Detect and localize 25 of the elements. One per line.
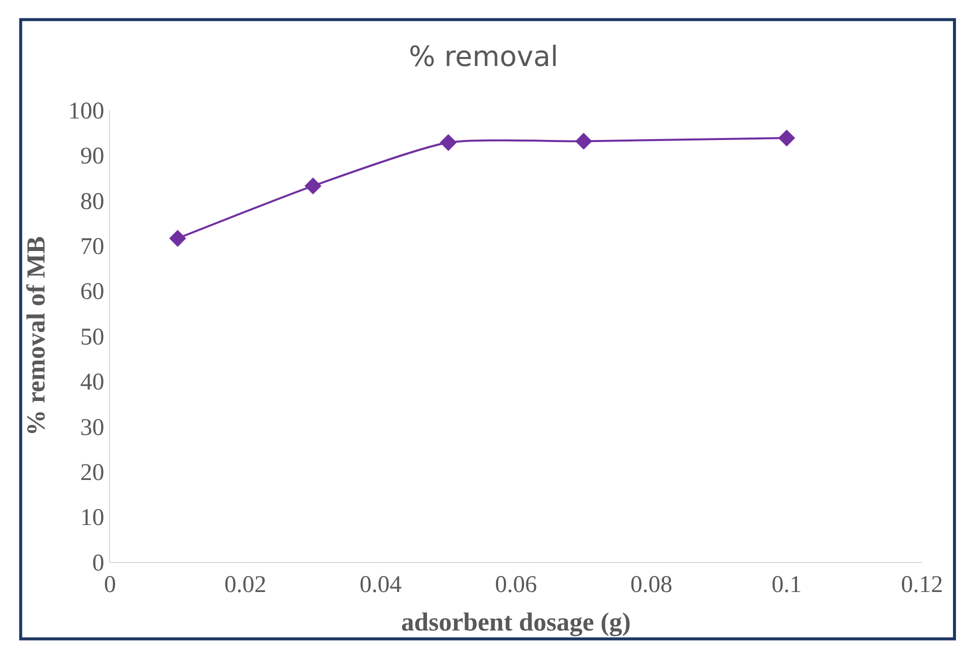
- point: [778, 130, 796, 146]
- x-tick-label: 0.1: [772, 572, 802, 598]
- y-tick-label: 90: [80, 144, 104, 170]
- y-tick-label: 0: [92, 550, 104, 576]
- y-tick-label: 100: [68, 98, 104, 124]
- y-tick-label: 70: [80, 234, 104, 260]
- x-tick-label: 0.06: [495, 572, 537, 598]
- x-tick-label: 0.12: [901, 572, 943, 598]
- y-tick-label: 10: [80, 505, 104, 532]
- y-axis-title: % removal of MB: [22, 236, 51, 436]
- point: [304, 177, 322, 194]
- x-axis-title: adsorbent dosage (g): [401, 608, 631, 636]
- y-tick-label: 30: [80, 414, 104, 441]
- x-tick-label: 0.04: [360, 572, 402, 598]
- y-tick-label: 50: [80, 324, 104, 350]
- y-tick-label: 40: [80, 370, 104, 396]
- point: [440, 134, 457, 151]
- x-tick-label: 0.02: [224, 572, 266, 598]
- x-tick-label: 0.08: [630, 572, 672, 598]
- point: [575, 132, 592, 150]
- y-tick-label: 20: [80, 460, 104, 486]
- y-tick-label: 80: [80, 188, 104, 215]
- point: [169, 230, 186, 247]
- chart-title: % removal: [408, 40, 558, 73]
- y-tick-label: 60: [80, 279, 104, 306]
